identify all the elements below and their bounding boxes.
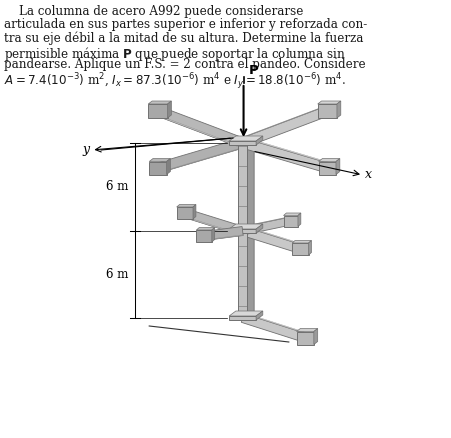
Polygon shape <box>148 104 167 118</box>
Polygon shape <box>248 138 254 318</box>
Polygon shape <box>212 227 215 242</box>
Polygon shape <box>166 159 170 174</box>
Bar <box>229 316 256 320</box>
Polygon shape <box>298 213 301 226</box>
Text: y: y <box>83 144 90 156</box>
Text: permisible máxima $\mathbf{P}$ que puede soportar la columna sin: permisible máxima $\mathbf{P}$ que puede… <box>4 45 345 63</box>
Polygon shape <box>318 104 337 118</box>
Polygon shape <box>318 101 341 104</box>
Text: pandearse. Aplique un F.S. = 2 contra el pandeo. Considere: pandearse. Aplique un F.S. = 2 contra el… <box>4 58 365 71</box>
Text: 6 m: 6 m <box>106 180 128 194</box>
Polygon shape <box>337 101 341 118</box>
Polygon shape <box>149 159 170 162</box>
Polygon shape <box>156 115 242 148</box>
Polygon shape <box>241 314 306 343</box>
Polygon shape <box>314 328 318 345</box>
Polygon shape <box>196 230 212 242</box>
Polygon shape <box>184 208 244 235</box>
Polygon shape <box>193 205 196 219</box>
Polygon shape <box>177 207 193 219</box>
Polygon shape <box>177 205 196 207</box>
Text: articulada en sus partes superior e inferior y reforzada con-: articulada en sus partes superior e infe… <box>4 18 367 31</box>
Polygon shape <box>205 235 244 240</box>
Polygon shape <box>244 138 330 163</box>
Polygon shape <box>256 311 263 320</box>
Bar <box>229 141 256 145</box>
Polygon shape <box>256 136 263 145</box>
Polygon shape <box>284 213 301 215</box>
Polygon shape <box>242 217 291 235</box>
Polygon shape <box>241 106 327 138</box>
Text: x: x <box>365 169 372 181</box>
Polygon shape <box>229 136 263 141</box>
Text: tra su eje débil a la mitad de su altura. Determine la fuerza: tra su eje débil a la mitad de su altura… <box>4 32 363 45</box>
Polygon shape <box>156 138 244 173</box>
Bar <box>238 143 248 318</box>
Bar <box>229 229 256 233</box>
Polygon shape <box>244 226 302 245</box>
Text: La columna de acero A992 puede considerarse: La columna de acero A992 puede considera… <box>4 5 303 18</box>
Polygon shape <box>184 216 242 235</box>
Polygon shape <box>284 215 298 226</box>
Polygon shape <box>292 243 308 255</box>
Polygon shape <box>241 227 302 253</box>
Polygon shape <box>203 226 243 240</box>
Polygon shape <box>244 313 307 334</box>
Polygon shape <box>319 159 340 162</box>
Polygon shape <box>149 162 166 174</box>
Polygon shape <box>229 311 263 316</box>
Polygon shape <box>241 106 329 148</box>
Polygon shape <box>196 227 215 230</box>
Polygon shape <box>296 332 314 345</box>
Text: 6 m: 6 m <box>106 268 128 281</box>
Polygon shape <box>242 216 290 227</box>
Polygon shape <box>308 240 312 255</box>
Polygon shape <box>241 138 329 173</box>
Polygon shape <box>256 224 263 233</box>
Polygon shape <box>229 224 263 229</box>
Polygon shape <box>167 101 171 118</box>
Polygon shape <box>336 159 340 174</box>
Text: $\mathbf{P}$: $\mathbf{P}$ <box>249 64 260 77</box>
Polygon shape <box>296 328 318 332</box>
Polygon shape <box>148 101 171 104</box>
Polygon shape <box>156 106 244 148</box>
Polygon shape <box>292 240 312 243</box>
Polygon shape <box>319 162 336 174</box>
Polygon shape <box>159 147 245 173</box>
Text: $A = 7.4(10^{-3})$ m$^2$, $I_x = 87.3(10^{-6})$ m$^4$ e $I_y = 18.8(10^{-6})$ m$: $A = 7.4(10^{-3})$ m$^2$, $I_x = 87.3(10… <box>4 71 346 92</box>
